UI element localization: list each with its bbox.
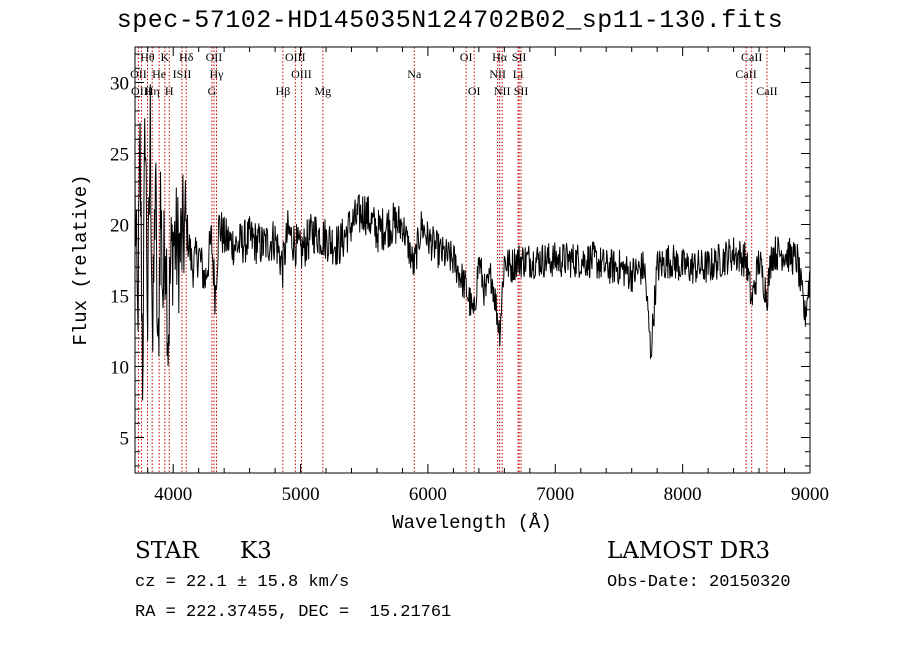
- line-markers: [137, 47, 768, 473]
- x-tick-label: 8000: [664, 484, 702, 505]
- line-label-0: Hθ: [140, 50, 155, 64]
- line-label-14: Na: [407, 67, 422, 81]
- y-tick-label: 25: [110, 145, 129, 166]
- line-label-20: H: [165, 84, 174, 98]
- y-tick-label: 10: [110, 358, 129, 379]
- line-label-19: Hη: [145, 84, 160, 98]
- x-tick-label: 7000: [536, 484, 574, 505]
- line-label-13: OIII: [291, 67, 312, 81]
- y-tick-label: 5: [120, 429, 130, 450]
- line-label-16: Li: [513, 67, 524, 81]
- plot-frame: [134, 46, 811, 474]
- chart-title: spec-57102-HD145035N124702B02_sp11-130.f…: [116, 6, 784, 35]
- object-class: STAR: [135, 538, 199, 564]
- spectrum-line: [134, 84, 811, 401]
- line-label-3: OII: [206, 50, 223, 64]
- line-label-1: K: [160, 50, 169, 64]
- x-tick-label: 5000: [282, 484, 320, 505]
- line-label-17: CaII: [735, 67, 756, 81]
- line-label-2: Hδ: [179, 50, 194, 64]
- x-tick-label: 9000: [791, 484, 829, 505]
- line-label-22: Hβ: [275, 84, 290, 98]
- axis-ticks: 4000 5000 6000 7000 8000 9000 5 10 15 20 25 30: [110, 47, 829, 505]
- line-label-11: ISII: [173, 67, 192, 81]
- spectrum-series: [134, 84, 811, 401]
- line-label-10: He: [152, 67, 166, 81]
- line-label-7: SII: [512, 50, 527, 64]
- line-label-25: NII: [494, 84, 511, 98]
- line-label-21: G: [208, 84, 217, 98]
- y-axis-label: Flux (relative): [70, 174, 92, 345]
- object-subclass: K3: [240, 538, 272, 564]
- line-label-8: CaII: [741, 50, 762, 64]
- line-labels: Hθ K Hδ OII OIII OI Hα SII CaII OII He ISII Hγ OIII Na…: [130, 50, 778, 98]
- survey-name: LAMOST DR3: [607, 538, 771, 564]
- line-label-23: Mg: [315, 84, 332, 98]
- obs-date: Obs-Date: 20150320: [607, 573, 791, 592]
- line-label-6: Hα: [492, 50, 508, 64]
- coordinates: RA = 222.37455, DEC = 15.21761: [135, 603, 452, 622]
- line-label-15: NII: [489, 67, 506, 81]
- y-tick-label: 20: [110, 216, 129, 237]
- y-tick-label: 15: [110, 287, 129, 308]
- line-label-26: SII: [514, 84, 529, 98]
- x-tick-label: 4000: [154, 484, 192, 505]
- line-label-12: Hγ: [210, 67, 225, 81]
- x-axis-label: Wavelength (Å): [392, 512, 552, 534]
- y-tick-label: 30: [110, 74, 129, 95]
- line-label-24: OI: [468, 84, 481, 98]
- line-label-5: OI: [460, 50, 473, 64]
- x-tick-label: 6000: [409, 484, 447, 505]
- redshift-info: cz = 22.1 ± 15.8 km/s: [135, 573, 350, 592]
- line-label-27: CaII: [756, 84, 777, 98]
- line-label-4: OIII: [285, 50, 306, 64]
- line-label-18: OIII: [131, 84, 152, 98]
- line-label-9: OII: [130, 67, 147, 81]
